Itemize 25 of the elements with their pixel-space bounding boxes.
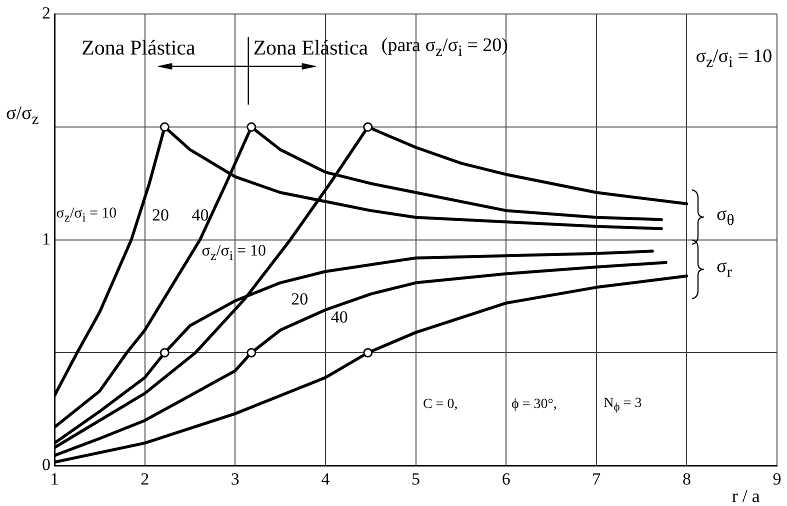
annotation: C = 0, <box>422 396 458 412</box>
annotation: 20 <box>152 206 170 225</box>
annotation: ϕ = 30°, <box>511 396 557 412</box>
y-axis-title: σ/σ$_{z}$ <box>6 102 39 128</box>
x-tick-label: 6 <box>502 469 510 488</box>
annotation: σ$_{r}$ <box>716 256 732 282</box>
y-tick-label: 2 <box>42 4 50 23</box>
annotation: 20 <box>291 289 308 308</box>
annotation: σ$_{z}$/σ$_{i}$ = 10 <box>696 46 772 72</box>
annotation: 40 <box>192 206 209 225</box>
y-tick-label: 1 <box>42 229 50 248</box>
x-tick-label: 5 <box>412 469 420 488</box>
x-tick-label: 9 <box>772 469 782 488</box>
annotation: σ$_{z}$/σ$_{i}$ = 10 <box>202 243 266 264</box>
annotation: σ$_{z}$/σ$_{i}$ = 10 <box>56 205 117 224</box>
x-tick-label: 2 <box>140 469 150 488</box>
x-tick-label: 3 <box>230 469 240 488</box>
y-tick-label: 0 <box>42 455 50 474</box>
x-tick-label: 7 <box>592 469 602 488</box>
annotation: N$_{ϕ}$ = 3 <box>604 395 642 414</box>
x-axis-title: r / a <box>732 486 760 506</box>
x-tick-label: 4 <box>321 469 330 488</box>
annotation: σ$_{θ}$ <box>716 204 734 230</box>
x-tick-label: 8 <box>682 469 691 488</box>
annotation: 40 <box>330 307 348 326</box>
